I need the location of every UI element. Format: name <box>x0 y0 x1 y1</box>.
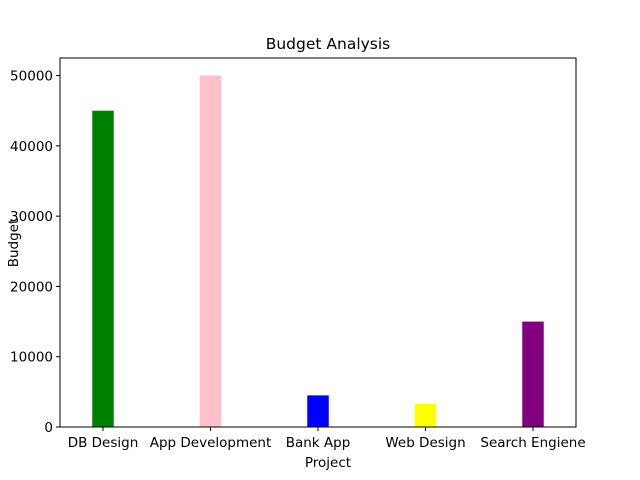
x-tick-label: Bank App <box>286 435 351 451</box>
y-axis-label: Budget <box>6 219 22 268</box>
plot-frame <box>59 57 577 428</box>
x-tick-label: DB Design <box>68 435 139 451</box>
bar-bank-app <box>307 395 329 427</box>
y-tick-label: 10000 <box>10 350 53 366</box>
y-tick-label: 30000 <box>10 209 53 225</box>
chart-title: Budget Analysis <box>266 35 391 53</box>
bar-app-development <box>199 75 222 428</box>
bar-web-design <box>414 403 437 427</box>
y-tick-label: 20000 <box>10 279 53 295</box>
x-axis-label: Project <box>305 455 351 471</box>
bar-search-engiene <box>522 321 544 427</box>
bar-db-design <box>92 110 114 427</box>
x-tick-label: Search Engiene <box>480 435 585 451</box>
x-tick-label: Web Design <box>385 435 465 451</box>
bars-layer <box>92 75 544 428</box>
y-tick-label: 40000 <box>10 139 53 155</box>
y-tick-label: 50000 <box>10 69 53 85</box>
y-tick-label: 0 <box>44 420 53 436</box>
y-axis-ticks: 0 10000 20000 30000 40000 50000 <box>10 69 60 436</box>
x-tick-label: App Development <box>150 435 272 451</box>
x-axis-ticks: DB Design App Development Bank App Web Desi… <box>68 427 586 451</box>
